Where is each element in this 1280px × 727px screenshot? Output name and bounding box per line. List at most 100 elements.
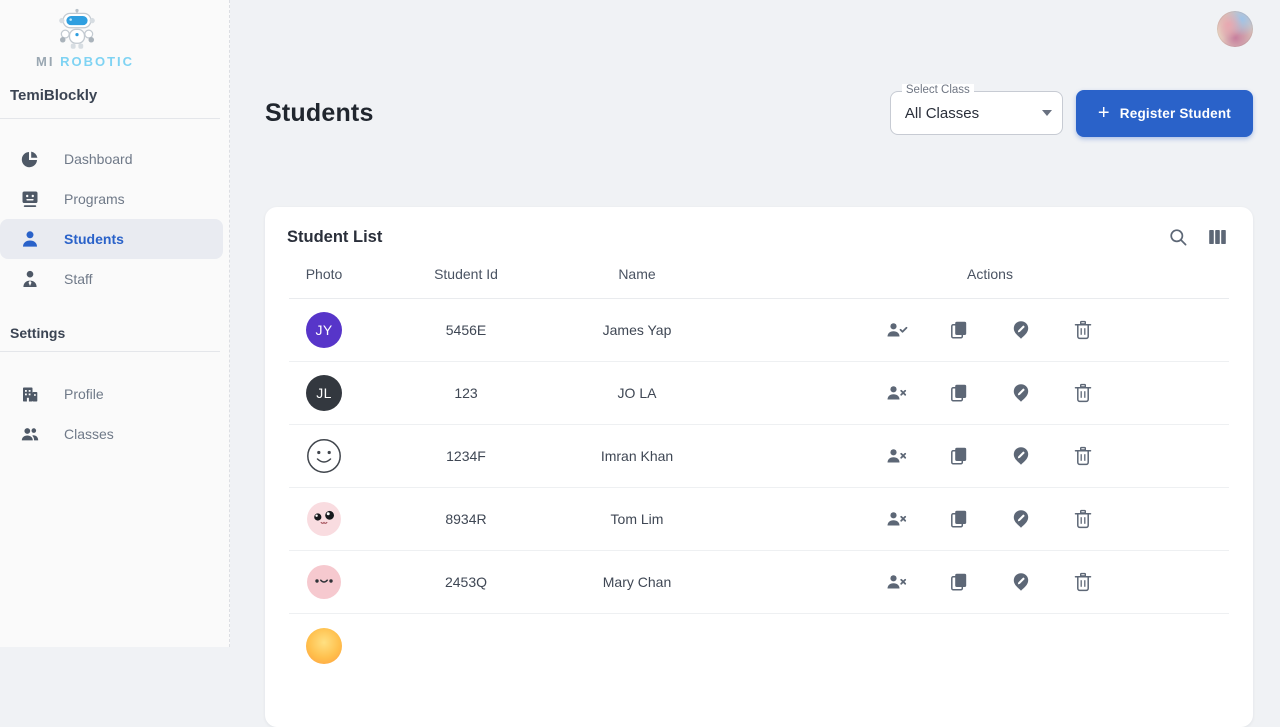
sidebar-item-profile[interactable]: Profile (0, 374, 223, 414)
student-photo-cell: JL (289, 375, 359, 411)
copy-icon[interactable] (939, 310, 979, 350)
table-row: 1234F Imran Khan (289, 425, 1229, 488)
student-photo-cell (289, 627, 359, 664)
student-photo-cell (289, 564, 359, 600)
class-select-dropdown[interactable]: Select Class All Classes (889, 84, 1063, 135)
sidebar-item-label: Classes (64, 426, 114, 442)
student-id: 123 (454, 385, 478, 401)
student-id: 5456E (445, 322, 487, 338)
settings-heading: Settings (10, 325, 66, 341)
sidebar-item-students[interactable]: Students (0, 219, 223, 259)
row-actions (701, 562, 1229, 602)
person-x-icon[interactable] (877, 499, 917, 539)
sidebar-item-classes[interactable]: Classes (0, 414, 223, 454)
row-actions (701, 373, 1229, 413)
table-row: 8934R Tom Lim (289, 488, 1229, 551)
student-list-card: Student List Ph (265, 207, 1253, 727)
edit-location-icon[interactable] (1001, 373, 1041, 413)
student-list-title: Student List (287, 227, 383, 246)
class-select-label: Select Class (901, 84, 974, 96)
app-name: TemiBlockly (10, 87, 98, 104)
delete-icon[interactable] (1063, 499, 1103, 539)
student-table: Photo Student Id Name Actions JY 5456E J… (265, 249, 1253, 677)
student-photo-cell: JY (289, 312, 359, 348)
edit-location-icon[interactable] (1001, 499, 1041, 539)
delete-icon[interactable] (1063, 436, 1103, 476)
edit-location-icon[interactable] (1001, 310, 1041, 350)
people-group-icon (20, 424, 40, 444)
brand-logo: MI ROBOTIC (0, 0, 229, 69)
person-x-icon[interactable] (877, 436, 917, 476)
sidebar-item-label: Dashboard (64, 151, 133, 167)
header-controls: Select Class All Classes + Register Stud… (889, 84, 1253, 137)
student-photo-cell (289, 438, 359, 474)
column-header-student-id: Student Id (434, 265, 498, 282)
copy-icon[interactable] (939, 499, 979, 539)
sidebar-item-label: Students (64, 231, 124, 247)
sidebar-item-programs[interactable]: Programs (0, 179, 223, 219)
student-photo-cell (289, 501, 359, 537)
plus-icon: + (1097, 102, 1110, 124)
student-name: Imran Khan (600, 448, 674, 464)
column-header-photo: Photo (305, 265, 343, 282)
sidebar-item-label: Staff (64, 271, 93, 287)
person-check-icon[interactable] (877, 310, 917, 350)
main-content: Students Select Class All Classes + Regi… (230, 0, 1280, 727)
sidebar-item-label: Profile (64, 386, 104, 402)
delete-icon[interactable] (1063, 373, 1103, 413)
user-profile-avatar[interactable] (1217, 11, 1253, 47)
student-id: 1234F (446, 448, 486, 464)
building-icon (20, 384, 40, 404)
person-x-icon[interactable] (877, 562, 917, 602)
dropdown-arrow-icon (1041, 110, 1052, 116)
row-actions (701, 499, 1229, 539)
page-header: Students Select Class All Classes + Regi… (265, 84, 1253, 137)
pie-chart-icon (20, 149, 40, 169)
student-name: JO LA (617, 385, 657, 401)
brand-wordmark-robotic: ROBOTIC (60, 54, 135, 69)
avatar-sun-yellow (306, 627, 342, 664)
row-actions (701, 436, 1229, 476)
class-select-value: All Classes (904, 104, 980, 122)
avatar-initials: JY (306, 312, 342, 348)
page-title: Students (265, 98, 374, 127)
sidebar-item-dashboard[interactable]: Dashboard (0, 139, 223, 179)
sidebar-divider (0, 351, 220, 352)
avatar-closed-eyes-face (307, 565, 341, 599)
sidebar-settings-nav: Profile Classes (0, 374, 229, 454)
student-id: 8934R (445, 511, 487, 527)
delete-icon[interactable] (1063, 562, 1103, 602)
staff-person-icon (20, 269, 40, 289)
brand-wordmark-mi: MI (36, 54, 55, 69)
delete-icon[interactable] (1063, 310, 1103, 350)
row-actions (701, 310, 1229, 350)
search-icon[interactable] (1166, 225, 1191, 250)
sidebar: MI ROBOTIC TemiBlockly Dashboard (0, 0, 230, 647)
person-x-icon[interactable] (877, 373, 917, 413)
table-header-row: Photo Student Id Name Actions (289, 249, 1229, 299)
view-columns-icon[interactable] (1206, 226, 1229, 248)
table-row: JY 5456E James Yap (289, 299, 1229, 362)
avatar-cute-eyes-face (307, 502, 341, 536)
copy-icon[interactable] (939, 373, 979, 413)
sidebar-item-label: Programs (64, 191, 125, 207)
program-screen-icon (20, 189, 40, 209)
table-toolbar (1166, 225, 1229, 250)
copy-icon[interactable] (939, 436, 979, 476)
table-row: JL 123 JO LA (289, 362, 1229, 425)
sidebar-item-staff[interactable]: Staff (0, 259, 223, 299)
student-person-icon (20, 229, 40, 249)
brand-wordmark: MI ROBOTIC (36, 54, 229, 69)
student-name: Tom Lim (610, 511, 664, 527)
copy-icon[interactable] (939, 562, 979, 602)
student-list-header: Student List (265, 207, 1253, 249)
avatar-initials: JL (306, 375, 342, 411)
register-student-button[interactable]: + Register Student (1075, 89, 1253, 137)
student-name: Mary Chan (602, 574, 672, 590)
robot-mascot-icon (59, 8, 95, 49)
column-header-name: Name (618, 265, 656, 282)
avatar-smiley-face (307, 439, 341, 473)
student-name: James Yap (602, 322, 672, 338)
edit-location-icon[interactable] (1001, 562, 1041, 602)
edit-location-icon[interactable] (1001, 436, 1041, 476)
